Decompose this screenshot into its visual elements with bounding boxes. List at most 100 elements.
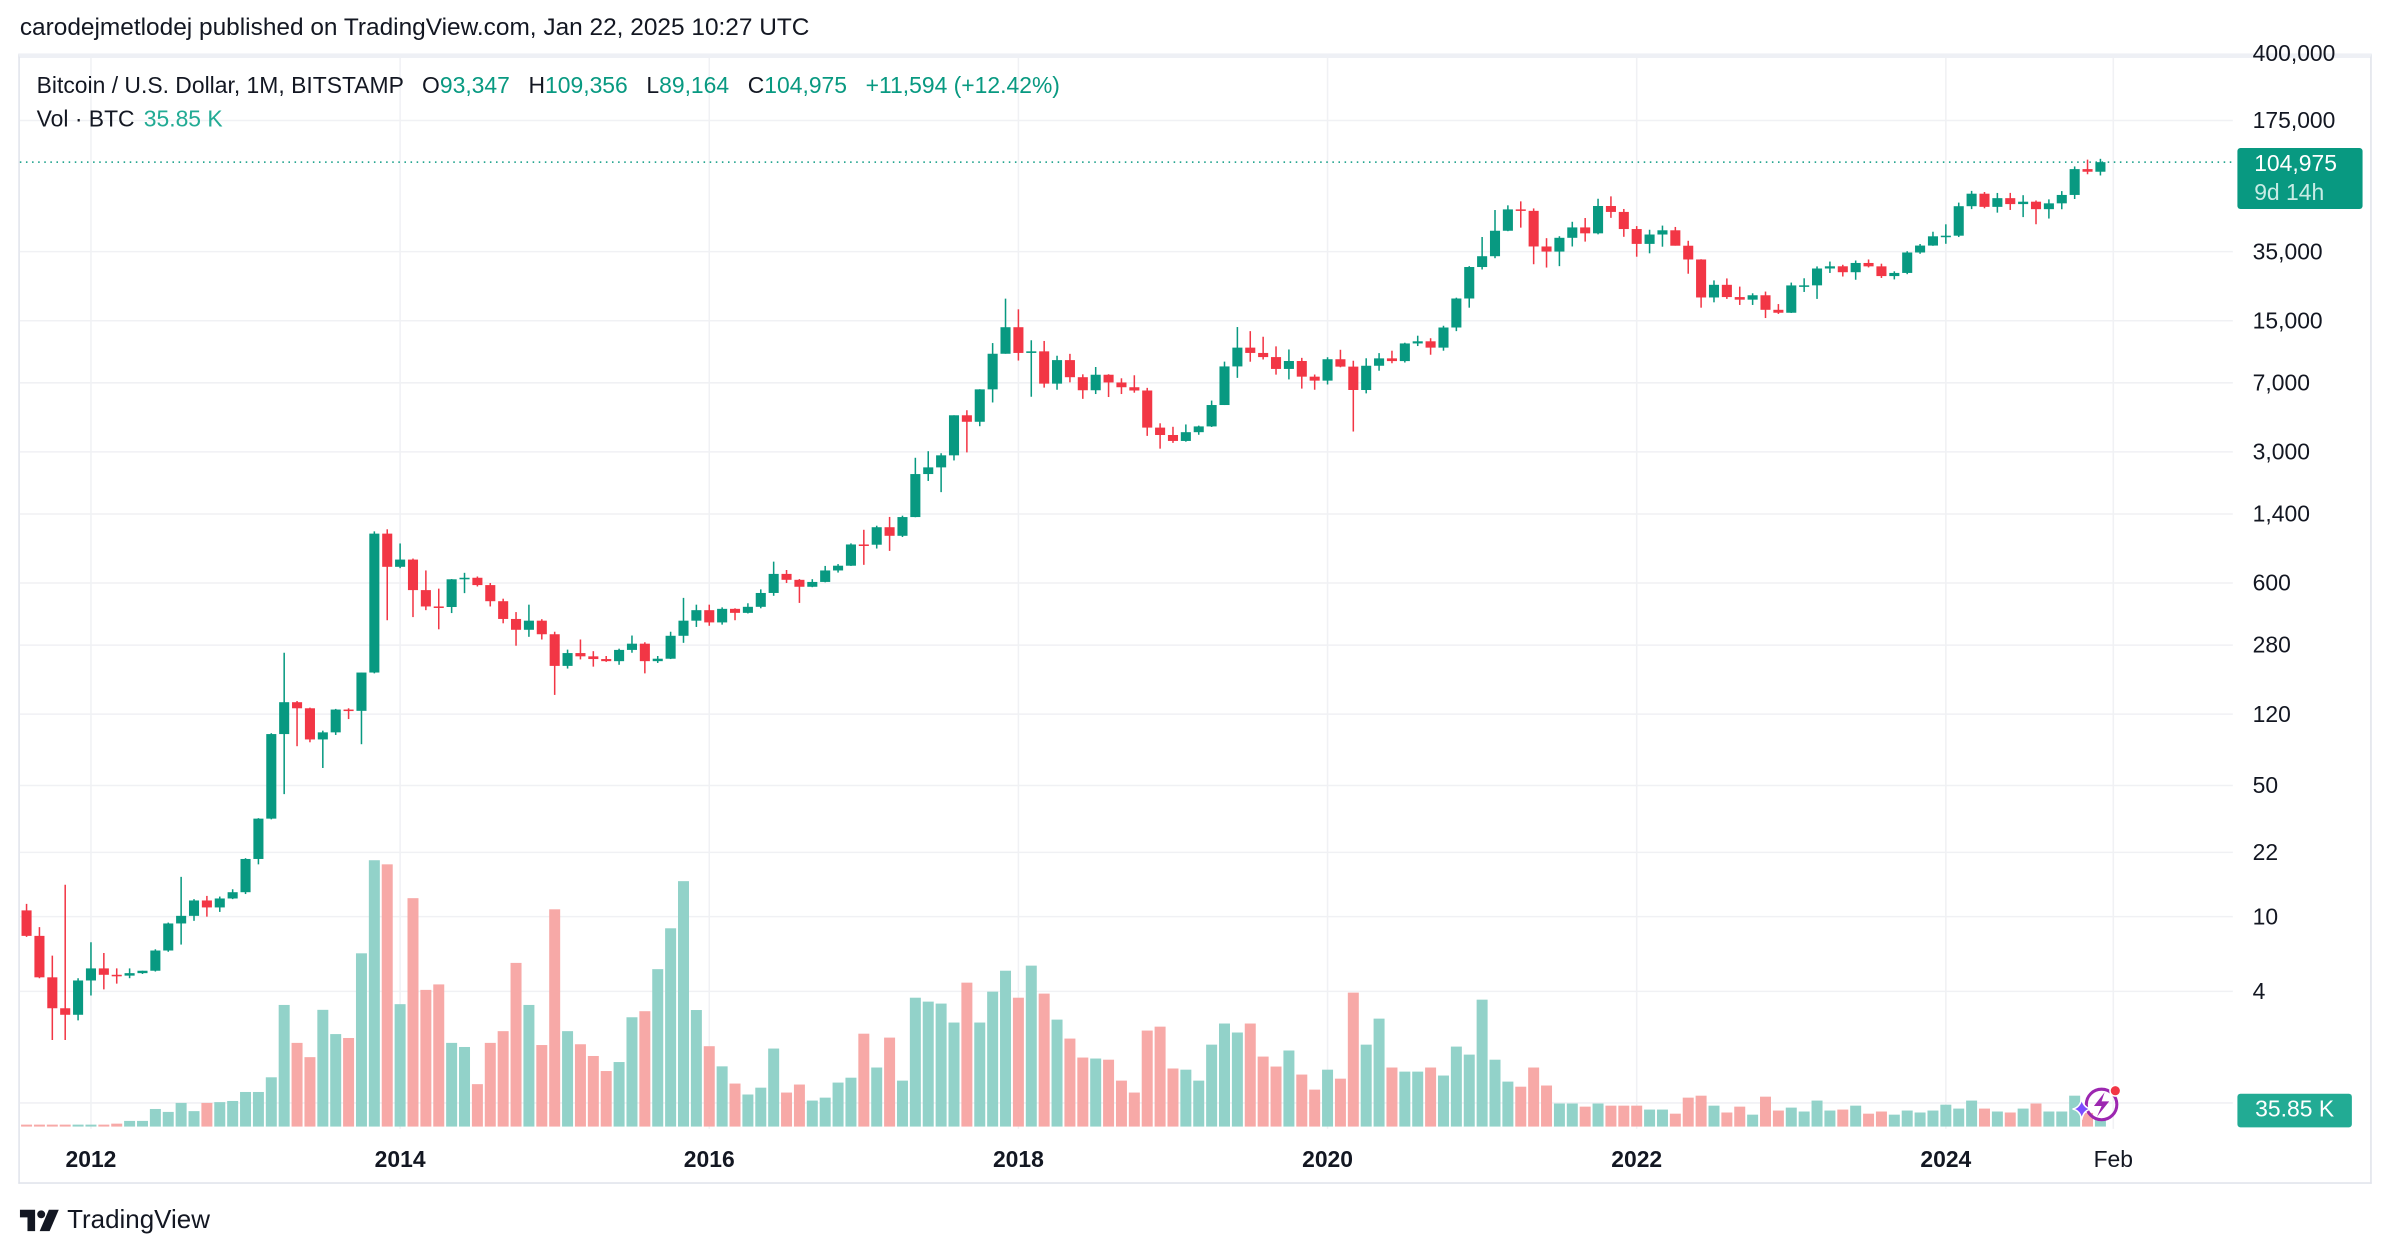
time-tick-label: 2022 [1611, 1146, 1662, 1172]
candle [317, 730, 328, 768]
candle-body [304, 708, 315, 740]
candle-body [1129, 387, 1140, 391]
volume-bar [1412, 1071, 1424, 1127]
volume-bar [1772, 1110, 1784, 1127]
volume-bar [446, 1042, 458, 1127]
volume-bar [278, 1004, 290, 1127]
candle [1979, 191, 1990, 209]
candle-body [1554, 237, 1565, 252]
candle-body [1348, 366, 1359, 390]
volume-bar [1425, 1067, 1437, 1127]
candle [1348, 360, 1359, 432]
candle-body [1683, 245, 1694, 260]
price-axis[interactable]: 400,000 175,000 35,000 15,000 7,000 3,000 1,40… [2253, 40, 2336, 1004]
candle [1683, 240, 1694, 274]
volume-bar [961, 982, 973, 1127]
candle-body [1966, 193, 1977, 207]
candle-body [588, 656, 599, 660]
candle-body [794, 579, 805, 587]
time-axis[interactable]: 2012 2014 2016 2018 2020 2022 2024 Feb [66, 1146, 2134, 1172]
high-label: H [528, 73, 546, 100]
candle-body [562, 653, 573, 666]
volume-bar [1953, 1108, 1965, 1127]
volume-title[interactable]: Vol · BTC [36, 106, 135, 133]
symbol-title[interactable]: Bitcoin / U.S. Dollar, 1M, BITSTAMP [36, 73, 404, 100]
candle-body [330, 709, 341, 733]
volume-bar [1103, 1059, 1115, 1127]
volume-bar [2056, 1111, 2068, 1127]
candle-body [1361, 365, 1372, 390]
candle [1386, 350, 1397, 364]
volume-bar [845, 1077, 857, 1127]
candle-body [536, 620, 547, 635]
candle-body [1927, 236, 1938, 246]
candle-body [34, 935, 45, 978]
volume-bar [1437, 1075, 1449, 1127]
close-value: 104,975 [764, 73, 848, 100]
candle [137, 970, 148, 974]
volume-bar [1090, 1058, 1102, 1127]
candle [1502, 205, 1513, 232]
candle [356, 672, 367, 745]
tradingview-logo[interactable]: TradingView [19, 1205, 210, 1236]
candle-body [858, 544, 869, 546]
volume-bar [1631, 1105, 1643, 1127]
candle-body [1296, 360, 1307, 377]
candle [1090, 366, 1101, 395]
candle-body [1902, 252, 1913, 273]
candle-body [987, 353, 998, 390]
volume-bar [1888, 1114, 1900, 1127]
candle [575, 639, 586, 660]
candle [1180, 424, 1191, 442]
volume-bar [381, 864, 393, 1127]
candle-body [1837, 266, 1848, 273]
candle [382, 529, 393, 621]
volume-bar [355, 953, 367, 1127]
volume-bar [1978, 1108, 1990, 1127]
candle [176, 876, 187, 945]
candle-body [1915, 245, 1926, 253]
volume-bar [2094, 1119, 2106, 1127]
candle-body [21, 910, 32, 936]
volume-bar [1334, 1078, 1346, 1127]
volume-bar [201, 1102, 213, 1127]
candle [1940, 224, 1951, 244]
volume-bar [1528, 1067, 1540, 1127]
candle [2069, 166, 2080, 199]
candle-body [1155, 427, 1166, 435]
lightning-sparkle-icon[interactable] [2068, 1082, 2132, 1135]
volume-bar [420, 989, 432, 1127]
candle-body [1786, 285, 1797, 313]
candle [1193, 425, 1204, 435]
volume-bar [703, 1046, 715, 1127]
candle [1773, 304, 1784, 314]
change-value: +11,594 (+12.42%) [865, 73, 1060, 100]
candle [1296, 357, 1307, 389]
candle [1219, 361, 1230, 406]
candle [1064, 353, 1075, 383]
candle-body [807, 581, 818, 587]
volume-bar [1283, 1050, 1295, 1127]
candle [974, 389, 985, 427]
candle [21, 903, 32, 937]
candle-body [1644, 234, 1655, 244]
candle [124, 968, 135, 979]
volume-bar [1012, 997, 1024, 1127]
candle [1283, 349, 1294, 380]
time-tick-label: Feb [2094, 1146, 2133, 1172]
brand-name: TradingView [67, 1205, 210, 1235]
tradingview-logo-icon [19, 1209, 59, 1232]
volume-bar [85, 1124, 97, 1127]
candle [163, 922, 174, 952]
candle [1915, 244, 1926, 254]
candle [562, 649, 573, 669]
candle [188, 899, 200, 921]
volume-bar [574, 1044, 586, 1127]
candle-body [343, 709, 354, 712]
time-tick-label: 2024 [1920, 1146, 1971, 1172]
candle-body [279, 702, 290, 735]
volume-bar [1257, 1056, 1269, 1127]
volume-bar [1115, 1080, 1127, 1127]
candle-body [1180, 432, 1191, 441]
